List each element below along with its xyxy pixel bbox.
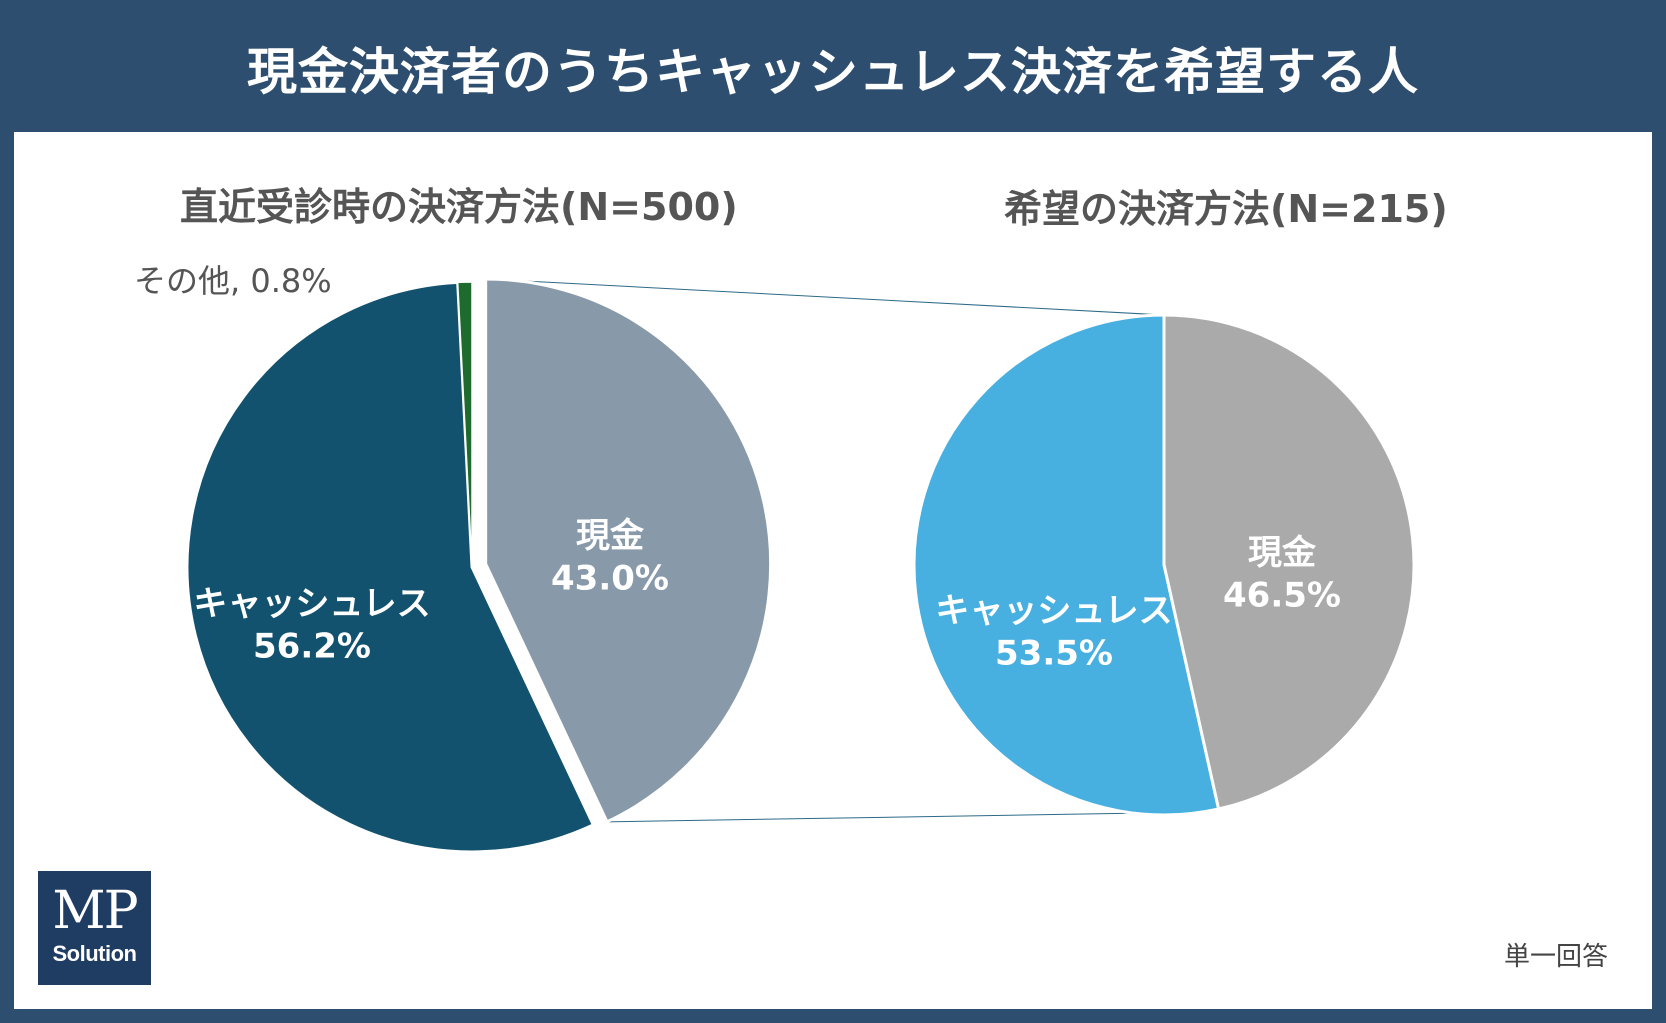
left-slice-cash: [484, 277, 773, 824]
page-title: 現金決済者のうちキャッシュレス決済を希望する人: [247, 43, 1419, 101]
left-chart-title: 直近受診時の決済方法(N=500): [180, 185, 738, 229]
left-label-other: その他, 0.8%: [134, 262, 332, 300]
connector-line-bottom: [607, 811, 1203, 823]
chart-panel: 直近受診時の決済方法(N=500) 希望の決済方法(N=215) 現金 43.0%…: [14, 132, 1652, 1009]
logo-subtext: Solution: [52, 941, 137, 966]
right-label-cash-value: 46.5%: [1223, 576, 1341, 616]
left-label-cashless-name: キャッシュレス: [193, 584, 430, 624]
right-label-cashless-value: 53.5%: [995, 634, 1113, 674]
left-label-cashless-value: 56.2%: [253, 627, 371, 667]
right-label-cashless-name: キャッシュレス: [935, 591, 1172, 631]
left-slice-other: [456, 281, 473, 568]
left-label-cash-name: 現金: [576, 516, 645, 556]
mp-solution-logo: MP Solution: [38, 871, 151, 985]
right-chart-title: 希望の決済方法(N=215): [1004, 187, 1448, 231]
right-slice-cashless: [912, 313, 1221, 817]
left-label-cash-value: 43.0%: [551, 559, 669, 599]
answer-type-note: 単一回答: [1504, 942, 1609, 972]
left-slice-cashless: [185, 280, 596, 854]
logo-mark: MP: [52, 881, 138, 941]
right-label-cash-name: 現金: [1248, 533, 1317, 573]
right-slice-cash: [1162, 313, 1416, 811]
connector-line-top: [485, 278, 1165, 316]
pie-charts: 現金43.0%キャッシュレス56.2%現金46.5%キャッシュレス53.5%その…: [134, 262, 1416, 854]
